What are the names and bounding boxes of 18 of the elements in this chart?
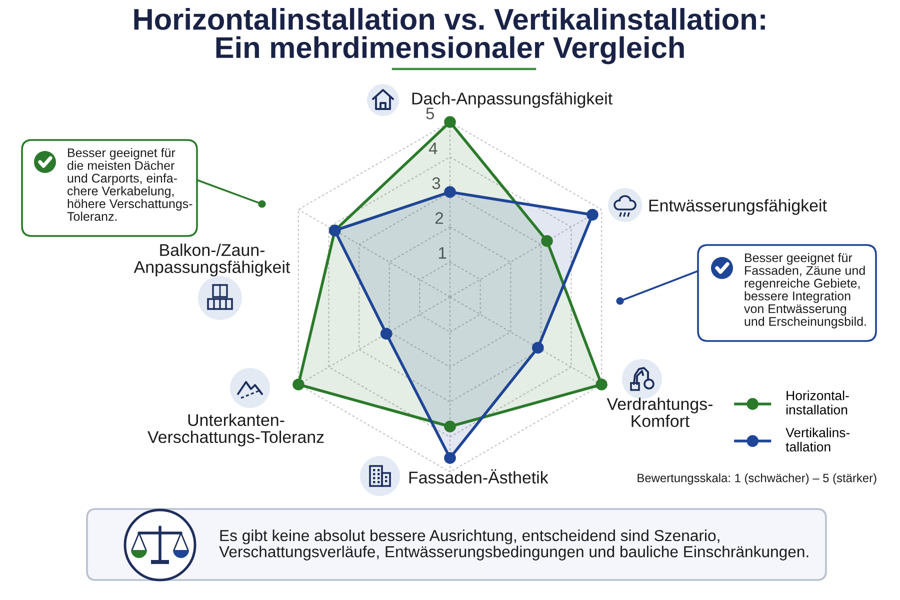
spoke-label: Balkon-/Zaun- Anpassungsfähigkeit [134, 244, 290, 276]
y-tick-label: 1 [438, 247, 446, 259]
y-tick-label: 3 [432, 177, 440, 190]
text: Bewertungsskala: 1 (schwächer) – 5 (stärker) [638, 473, 876, 485]
text: Es gibt keine absolut bessere Ausrichtung, entscheidend sind Szenario, Verschattungsverläufe, Entwässerungsbedingungen und bauliche Einschränkungen. [219, 530, 808, 560]
legend-label: Horizontal- installation [786, 390, 849, 414]
text: Besser geeignet für Fassaden, Zäune und regenreiche Gebiete, bessere Integration von Entwässerung und Erscheinungsbild. [744, 253, 866, 328]
y-tick-label: 5 [426, 108, 434, 120]
spoke-label: Entwässerungsfähigkeit [649, 199, 827, 215]
y-tick-label: 2 [435, 212, 444, 224]
spoke-label: Unterkanten- Verschattungs-Toleranz [148, 414, 324, 446]
chart-title: Horizontalinstallation vs. Vertikalinstallation: Ein mehrdimensionaler Vergleich [134, 8, 765, 64]
spoke-label: Verdrahtungs- Komfort [606, 398, 712, 428]
text: Besser geeignet für die meisten Dächer und Carports, einfa- chere Verkabelung, höhere Verschattungs- Toleranz. [67, 148, 192, 221]
spoke-label: Fassaden-Ästhetik [409, 469, 548, 484]
y-tick-label: 4 [428, 142, 438, 154]
legend-label: Vertikalins- tallation [786, 428, 850, 452]
spoke-label: Dach-Anpassungsfähigkeit [412, 92, 612, 108]
